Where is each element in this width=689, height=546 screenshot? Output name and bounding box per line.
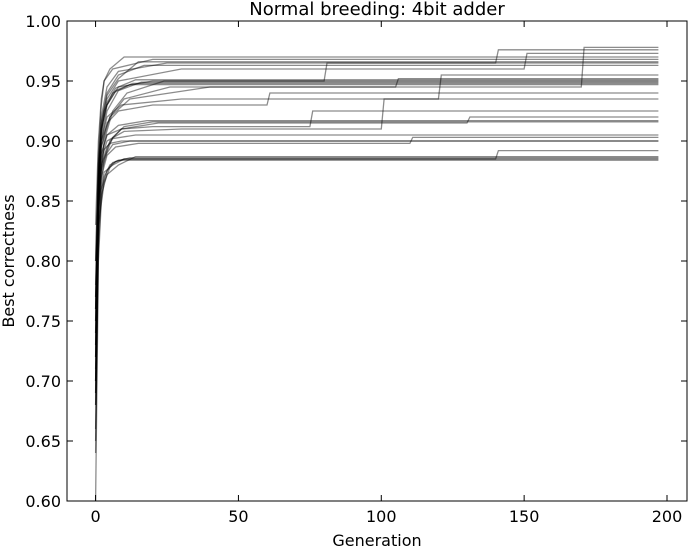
x-tick-label: 50	[228, 507, 248, 526]
series-line-5	[94, 149, 659, 454]
series-line-4	[94, 155, 659, 442]
series-line-17	[94, 83, 659, 310]
series-line-22	[94, 74, 659, 346]
series-group	[94, 46, 659, 502]
tick-labels-group: 0 50 100 150 200 0.60 0.65 0.70 0.75 0.80 0.85 0.90…	[25, 12, 682, 526]
y-tick-label: 0.85	[25, 192, 61, 211]
series-line-12	[94, 116, 659, 406]
series-line-8	[94, 136, 659, 430]
series-line-18	[94, 81, 659, 358]
series-line-19	[94, 80, 659, 382]
series-line-1	[94, 159, 659, 502]
series-line-13	[94, 110, 659, 310]
series-line-10	[94, 121, 659, 382]
x-tick-label: 0	[90, 507, 100, 526]
y-axis-label: Best correctness	[0, 194, 18, 327]
series-line-11	[94, 119, 659, 346]
series-line-26	[94, 58, 659, 262]
x-tick-label: 100	[366, 507, 397, 526]
series-line-28	[94, 52, 659, 334]
series-line-7	[94, 140, 659, 394]
y-tick-label: 0.75	[25, 312, 61, 331]
series-line-3	[94, 157, 659, 382]
series-line-25	[94, 61, 659, 322]
series-line-21	[94, 77, 659, 394]
series-line-23	[94, 64, 659, 262]
x-tick-label: 200	[652, 507, 683, 526]
series-line-15	[94, 92, 659, 334]
plot-frame	[66, 20, 688, 502]
series-line-16	[94, 82, 659, 286]
series-line-24	[94, 62, 659, 310]
chart-title: Normal breeding: 4bit adder	[249, 0, 505, 20]
y-tick-label: 0.80	[25, 252, 61, 271]
y-tick-label: 0.90	[25, 132, 61, 151]
y-tick-label: 0.65	[25, 432, 61, 451]
series-line-27	[94, 56, 659, 226]
series-line-14	[94, 98, 659, 370]
series-line-29	[94, 49, 659, 298]
x-tick-label: 150	[509, 507, 540, 526]
y-tick-label: 0.60	[25, 492, 61, 511]
series-line-2	[94, 158, 659, 406]
series-line-6	[94, 140, 659, 358]
series-line-9	[94, 134, 659, 322]
y-tick-label: 1.00	[25, 12, 61, 31]
series-line-30	[94, 46, 659, 358]
series-line-20	[94, 79, 659, 298]
y-tick-label: 0.70	[25, 372, 61, 391]
ticks-group	[67, 20, 687, 502]
y-tick-label: 0.95	[25, 72, 61, 91]
x-axis-label: Generation	[332, 531, 421, 546]
